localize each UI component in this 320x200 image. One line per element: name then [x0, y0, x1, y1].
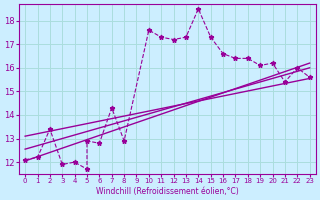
X-axis label: Windchill (Refroidissement éolien,°C): Windchill (Refroidissement éolien,°C): [96, 187, 239, 196]
